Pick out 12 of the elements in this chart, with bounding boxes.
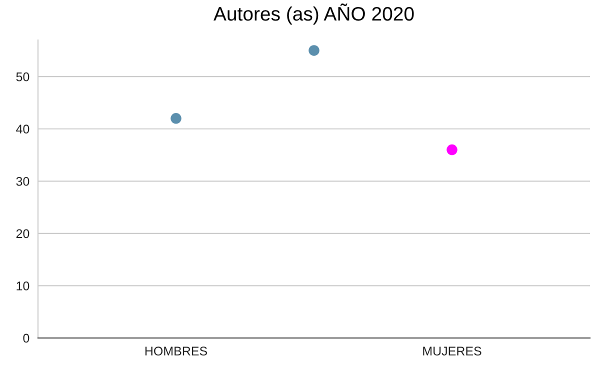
- x-tick-label: MUJERES: [423, 346, 482, 356]
- x-tick-label: HOMBRES: [145, 346, 208, 356]
- chart-title: Autores (as) AÑO 2020: [214, 3, 414, 25]
- y-tick-label: 30: [16, 176, 30, 186]
- y-tick-label: 0: [23, 334, 30, 343]
- point: [308, 45, 320, 56]
- point: [446, 144, 458, 156]
- point: [170, 113, 182, 124]
- y-tick-label: 20: [16, 229, 30, 238]
- y-tick-label: 40: [16, 124, 30, 134]
- y-tick-label: 10: [16, 282, 30, 290]
- y-tick-label: 50: [16, 72, 30, 82]
